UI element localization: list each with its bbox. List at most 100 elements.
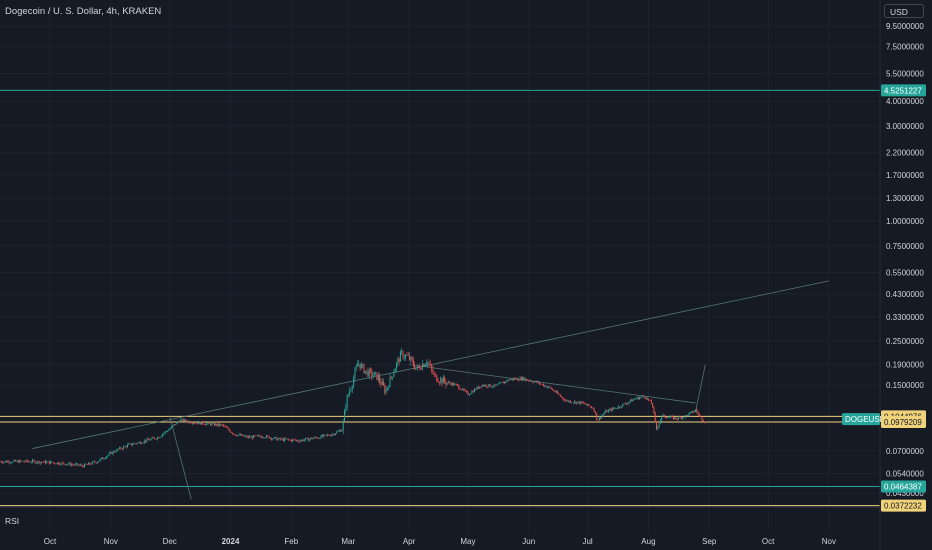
time-tick-label: Jul: [582, 537, 592, 546]
candle-body: [377, 375, 379, 380]
candle-body: [125, 446, 127, 448]
candle-body: [24, 461, 26, 463]
candle-body: [397, 358, 399, 363]
time-tick-label: Oct: [44, 537, 57, 546]
candle-body: [502, 382, 504, 384]
candle-body: [388, 387, 390, 388]
candle-body: [671, 416, 673, 417]
price-tick-label: 1.3000000: [886, 194, 924, 203]
symbol-tag: [842, 413, 880, 426]
price-tick-label: 0.0700000: [886, 447, 924, 456]
candle-body: [297, 440, 299, 442]
candle-body: [48, 461, 50, 464]
candle-body: [354, 370, 356, 379]
candle-body: [527, 380, 529, 381]
candle-body: [526, 378, 527, 381]
candle-body: [82, 465, 84, 468]
candle-body: [542, 384, 544, 387]
candle-body: [506, 379, 508, 382]
candle-body: [383, 381, 384, 386]
candle-body: [555, 391, 557, 393]
candle-body: [559, 394, 561, 397]
candle-body: [247, 436, 249, 438]
candle-body: [461, 389, 462, 391]
candle-body: [163, 433, 165, 435]
candle-body: [373, 372, 375, 376]
price-tick-label: 0.5500000: [886, 269, 924, 278]
candle-body: [344, 410, 345, 422]
candle-body: [350, 389, 352, 391]
candle-body: [256, 435, 258, 437]
chart-grid: [0, 0, 880, 532]
candle-body: [431, 365, 433, 370]
price-tick-label: 0.7500000: [886, 242, 924, 251]
candle-body: [598, 417, 600, 421]
candle-body: [594, 411, 596, 414]
candle-body: [697, 412, 699, 415]
candle-body: [684, 415, 686, 418]
price-tick-label: 0.2500000: [886, 337, 924, 346]
candle-body: [367, 370, 369, 377]
candle-body: [459, 388, 461, 390]
candle-body: [484, 384, 486, 387]
candle-body: [422, 363, 423, 370]
candle-body: [657, 426, 659, 429]
candle-body: [159, 436, 161, 439]
candle-body: [471, 391, 473, 394]
time-tick-label: Nov: [104, 537, 118, 546]
candle-body: [64, 464, 66, 466]
candle-body: [415, 368, 417, 370]
candle-body: [29, 461, 31, 463]
candle-body: [30, 462, 32, 463]
candle-body: [472, 391, 474, 393]
candle-body: [376, 372, 378, 380]
candle-body: [497, 384, 499, 385]
candle-body: [553, 389, 555, 392]
candle-body: [662, 414, 664, 417]
time-tick-label: Feb: [284, 537, 298, 546]
price-tick-label: 0.0540000: [886, 469, 924, 478]
candle-body: [679, 416, 681, 418]
candle-body: [661, 416, 663, 421]
candle-body: [704, 421, 706, 423]
candle-body: [6, 461, 7, 463]
candle-body: [528, 380, 530, 381]
candle-body: [11, 462, 13, 464]
candle-body: [305, 438, 306, 440]
candle-body: [435, 374, 436, 376]
candle-body: [52, 462, 54, 464]
price-tick-label: 3.0000000: [886, 122, 924, 131]
candle-body: [441, 378, 443, 384]
candle-body: [108, 453, 110, 456]
candle-body: [185, 419, 187, 422]
rsi-indicator-label[interactable]: RSI: [5, 516, 20, 526]
candle-body: [649, 400, 651, 401]
candle-body: [147, 438, 149, 440]
candle-body: [591, 406, 592, 408]
candle-body: [535, 381, 537, 382]
candle-body: [184, 419, 186, 422]
candle-body: [295, 440, 297, 441]
candle-body: [513, 378, 514, 380]
candle-body: [436, 375, 438, 382]
candle-body: [50, 461, 52, 464]
candle-body: [419, 366, 421, 370]
candle-body: [632, 399, 634, 402]
candle-body: [294, 439, 296, 441]
candle-body: [206, 423, 208, 425]
candle-body: [405, 355, 407, 358]
candle-body: [515, 378, 517, 380]
candle-body: [94, 461, 96, 463]
candle-body: [562, 397, 564, 399]
candle-body: [500, 382, 501, 384]
candle-body: [3, 461, 5, 463]
candle-body: [288, 439, 290, 440]
candle-body: [177, 421, 179, 423]
candle-body: [480, 386, 482, 388]
candle-body: [149, 439, 150, 441]
candle-body: [656, 421, 657, 429]
candle-body: [597, 419, 599, 421]
candle-body: [410, 357, 412, 360]
currency-button[interactable]: USD: [884, 4, 924, 18]
